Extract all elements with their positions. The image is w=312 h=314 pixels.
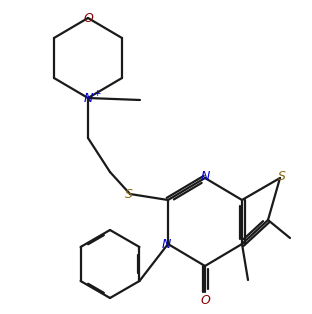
Text: O: O [83, 12, 93, 24]
Text: S: S [278, 171, 286, 183]
Text: O: O [200, 294, 210, 306]
Text: N: N [83, 91, 93, 105]
Text: +: + [93, 89, 101, 98]
Text: N: N [161, 237, 171, 251]
Text: S: S [125, 187, 133, 201]
Text: N: N [200, 171, 210, 183]
